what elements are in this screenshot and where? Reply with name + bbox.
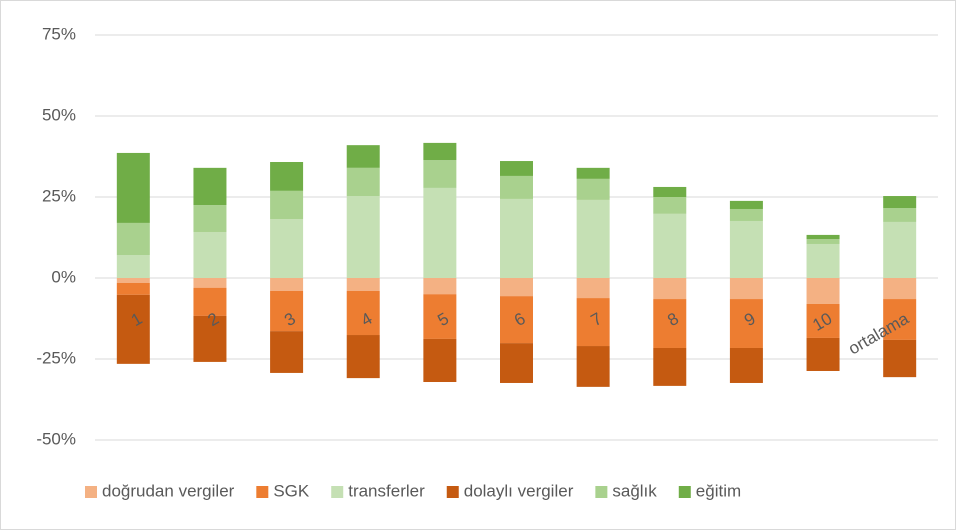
bar-segment [346, 290, 380, 336]
bar-segment [653, 299, 687, 348]
legend-label: sağlık [612, 481, 657, 500]
bar-segment [346, 145, 380, 168]
bar-segment [806, 303, 840, 338]
bar-segment [729, 208, 763, 221]
bar-segment [576, 167, 610, 179]
legend-swatch [331, 486, 344, 498]
legend-label: doğrudan vergiler [102, 481, 235, 500]
legend-swatch [256, 486, 269, 498]
bar-segment [423, 294, 457, 339]
bar-segment [500, 175, 533, 199]
y-tick-label: -25% [36, 348, 76, 367]
bar-segment [193, 167, 227, 206]
bar-segment [270, 331, 304, 373]
legend-label: transferler [348, 481, 425, 500]
bar-segment [806, 239, 840, 244]
bar-segment [883, 196, 917, 209]
y-tick-label: 75% [42, 24, 76, 43]
bar-segment [346, 278, 380, 291]
bar-segment [423, 278, 457, 295]
bar-segment [270, 278, 304, 291]
bar-segment [423, 338, 457, 383]
bar-segment [653, 278, 687, 300]
bar-segment [883, 299, 917, 340]
bar-segment [270, 219, 304, 278]
legend-label: SGK [273, 481, 310, 500]
bar-segment [116, 278, 150, 283]
legend-swatch [446, 486, 459, 498]
bar-segment [653, 197, 687, 214]
bar-segment [423, 187, 457, 278]
bar-segment [653, 186, 687, 197]
bar-segment [116, 294, 150, 364]
legend-swatch [85, 486, 97, 498]
bar-segment [883, 278, 917, 300]
bar-segment [116, 282, 150, 295]
bar-segment [806, 243, 840, 278]
bar-segment [883, 339, 917, 378]
bar-segment [346, 335, 380, 379]
bar-segment [193, 278, 227, 288]
bar-segment [729, 278, 763, 300]
bar-segment [500, 343, 533, 383]
bar-segment [116, 254, 150, 278]
bar-segment [653, 213, 687, 278]
bar-segment [193, 287, 227, 316]
y-tick-label: -50% [36, 429, 76, 448]
bar-segment [806, 337, 840, 371]
bar-segment [423, 142, 457, 161]
bar-segment [500, 198, 533, 278]
bar-segment [729, 220, 763, 278]
bar-segment [576, 346, 610, 387]
bar-segment [576, 298, 610, 347]
bar-segment [193, 205, 227, 232]
bar-segment [576, 199, 610, 278]
bar-segment [653, 347, 687, 386]
bar-segment [193, 315, 227, 362]
bar-segment [270, 290, 304, 332]
bar-segment [116, 222, 150, 255]
bar-segment [500, 296, 533, 344]
legend-label: dolaylı vergiler [464, 481, 574, 500]
bar-segment [883, 221, 917, 278]
bar-segment [729, 200, 763, 209]
bar-segment [500, 278, 533, 297]
bar-segment [500, 161, 533, 176]
bar-segment [423, 160, 457, 188]
bar-segment [806, 278, 840, 304]
bar-segment [193, 231, 227, 278]
bar-segment [883, 208, 917, 222]
bar-segment [576, 278, 610, 299]
bar-segment [729, 347, 763, 383]
y-tick-label: 50% [42, 105, 76, 124]
bar-segment [116, 152, 150, 223]
bar-segment [576, 178, 610, 200]
y-tick-label: 25% [42, 186, 76, 205]
legend-label: eğitim [696, 481, 741, 500]
bar-segment [346, 167, 380, 197]
bar-segment [806, 234, 840, 240]
legend-swatch [595, 486, 608, 498]
bar-segment [729, 299, 763, 348]
bar-segment [346, 196, 380, 278]
bar-segment [270, 162, 304, 191]
y-tick-label: 0% [51, 267, 76, 286]
bar-segment [270, 190, 304, 220]
legend-swatch [678, 486, 691, 498]
